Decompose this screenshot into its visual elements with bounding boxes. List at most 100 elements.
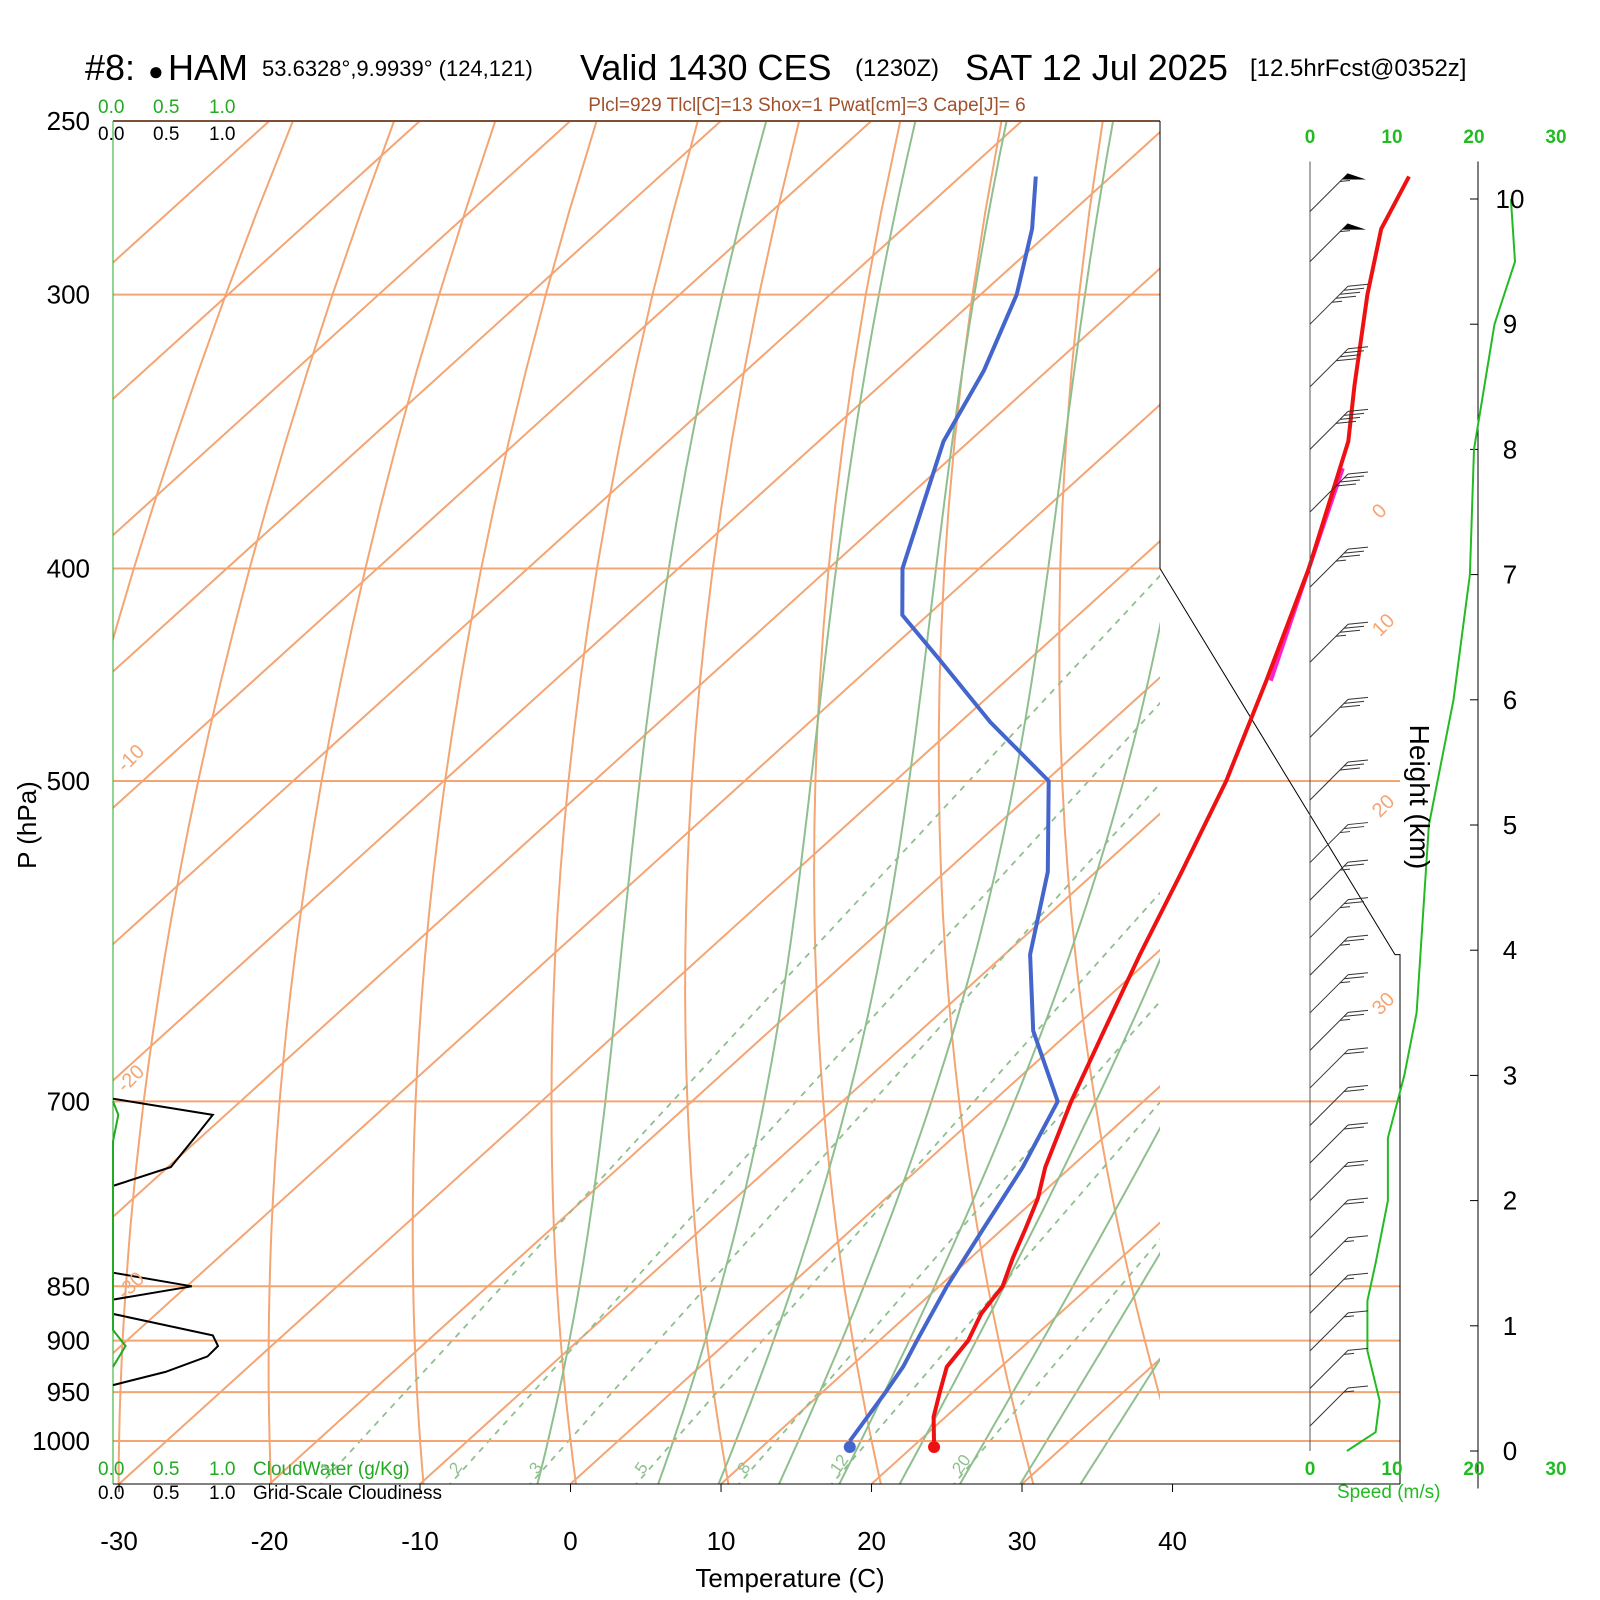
isotherm-line — [569, 948, 1160, 1484]
wind-barb-half-flag — [1339, 868, 1351, 871]
plot-frame — [112, 120, 1401, 1492]
wind-barb-flag — [1343, 826, 1365, 830]
isotherm-line — [117, 539, 1160, 1484]
wind-barb-flag — [1347, 696, 1369, 700]
wind-barb — [1309, 1274, 1349, 1314]
isotherm-line — [113, 121, 1023, 946]
wind-barb-flag — [1343, 412, 1365, 416]
wind-barb-flag — [1343, 550, 1365, 554]
wind-barb — [1309, 473, 1349, 513]
mixing-ratio-label: 20 — [948, 1451, 974, 1477]
wind-speed-line — [1346, 198, 1517, 1452]
isotherm-label: 10 — [1368, 610, 1399, 641]
wind-barb — [1309, 1199, 1349, 1239]
wind-barb-flag — [1343, 1013, 1365, 1017]
temperature-tick-label: 30 — [1008, 1526, 1037, 1556]
height-tick-label: 1 — [1503, 1311, 1517, 1341]
moist-adiabat-line — [898, 957, 1160, 1484]
temperature-tick-label: -10 — [401, 1526, 439, 1556]
mixing-ratio-line — [737, 1000, 1160, 1484]
wind-barb-flag — [1347, 1310, 1369, 1314]
wind-barb-flag — [1343, 976, 1365, 980]
isotherm-label: 20 — [1368, 791, 1399, 822]
wind-barb-flag — [1347, 546, 1369, 550]
wind-barb-half-flag — [1339, 943, 1351, 946]
wind-barb — [1309, 548, 1349, 588]
wind-barb — [1309, 761, 1349, 801]
utc-time: (1230Z) — [855, 55, 939, 82]
wind-barb-flag — [1347, 897, 1369, 901]
isotherm-line — [719, 1085, 1160, 1484]
wind-barb — [1309, 1124, 1349, 1164]
height-tick-label: 9 — [1503, 309, 1517, 339]
wind-barb-flag — [1339, 291, 1361, 295]
surface-dewpoint-marker — [843, 1441, 856, 1453]
cloud-profiles — [112, 1097, 220, 1387]
wind-barb — [1309, 348, 1349, 388]
dewpoint-line — [848, 176, 1060, 1443]
wind-barb-flag — [1339, 629, 1361, 633]
wind-barb — [1309, 974, 1349, 1014]
temperature-tick-label: -20 — [251, 1526, 289, 1556]
wind-barb — [1309, 861, 1349, 901]
mixing-ratio-line — [952, 1238, 1160, 1484]
moist-adiabat-line — [1079, 1357, 1160, 1484]
wind-barb-half-flag — [1339, 981, 1351, 984]
speed-tick-bottom: 20 — [1463, 1459, 1484, 1480]
wind-barb-flag — [1347, 759, 1369, 763]
wind-barb-flag — [1347, 1235, 1369, 1239]
mixing-ratio-lines — [319, 574, 1160, 1484]
mixing-ratio-label: 5 — [631, 1459, 652, 1478]
wind-barb-flag — [1347, 859, 1369, 863]
dry-adiabat-line — [117, 121, 396, 1484]
wind-barb-half-flag — [1339, 180, 1351, 183]
station-dot: ● — [148, 56, 164, 86]
pressure-tick-label: 900 — [47, 1326, 90, 1356]
dry-adiabat-line — [411, 121, 598, 1484]
wind-barb-half-flag — [1339, 1018, 1351, 1021]
speed-tick-top: 20 — [1463, 127, 1484, 148]
wind-barb-half-flag — [1339, 230, 1351, 233]
moist-adiabat-line — [838, 621, 1160, 1484]
wind-barb — [1309, 1049, 1349, 1089]
cloudiness-tick-top-0: 0.0 — [98, 124, 124, 145]
speed-tick-top: 0 — [1305, 127, 1316, 148]
wind-barb-half-flag — [1343, 1277, 1355, 1280]
wind-barb-flag — [1347, 972, 1369, 976]
wind-barb-flag — [1343, 1164, 1365, 1168]
speed-tick-top: 10 — [1381, 127, 1402, 148]
moist-adiabat-line — [777, 121, 1115, 1484]
chart-header: #8: ● HAM 53.6328°,9.9939° (124,121) Val… — [85, 47, 1466, 116]
isotherm-line — [870, 1221, 1160, 1484]
pressure-tick-label: 700 — [47, 1086, 90, 1116]
wind-barb-flag — [1339, 554, 1361, 558]
wind-barb-flag — [1347, 1160, 1369, 1164]
wind-barb-half-flag — [1339, 831, 1351, 834]
wind-barb — [1309, 1012, 1349, 1051]
speed-tick-top: 30 — [1545, 127, 1566, 148]
temperature-tick-label: 20 — [857, 1526, 886, 1556]
forecast-date: SAT 12 Jul 2025 — [965, 47, 1228, 88]
isotherm-line — [113, 267, 1160, 1219]
cloudiness-line — [112, 1097, 220, 1387]
wind-barb — [1309, 1350, 1349, 1389]
wind-barb — [1309, 1162, 1349, 1201]
mixing-ratio-label: 12 — [826, 1451, 852, 1477]
isotherm-label: 0 — [1368, 500, 1391, 523]
cloudiness-tick-top-2: 1.0 — [209, 124, 235, 145]
wind-barb-half-flag — [1343, 1240, 1355, 1243]
cloudwater-line — [112, 1101, 127, 1368]
isotherm-label: -20 — [113, 1061, 149, 1097]
wind-barb-flag — [1343, 863, 1365, 867]
moist-adiabat-line — [536, 121, 768, 1484]
wind-barb-flag — [1343, 763, 1365, 767]
sounding-indices: Plcl=929 Tlcl[C]=13 Shox=1 Pwat[cm]=3 Ca… — [588, 95, 1025, 116]
pressure-tick-label: 850 — [47, 1271, 90, 1301]
wind-barb — [1309, 899, 1349, 939]
wind-barb-flag — [1347, 621, 1369, 625]
wind-barb-half-flag — [1343, 1315, 1355, 1318]
cloudwater-tick-top-0: 0.0 — [98, 97, 124, 118]
wind-barb-flag — [1343, 1051, 1365, 1055]
wind-barb — [1309, 824, 1349, 863]
wind-barb — [1309, 1387, 1349, 1427]
